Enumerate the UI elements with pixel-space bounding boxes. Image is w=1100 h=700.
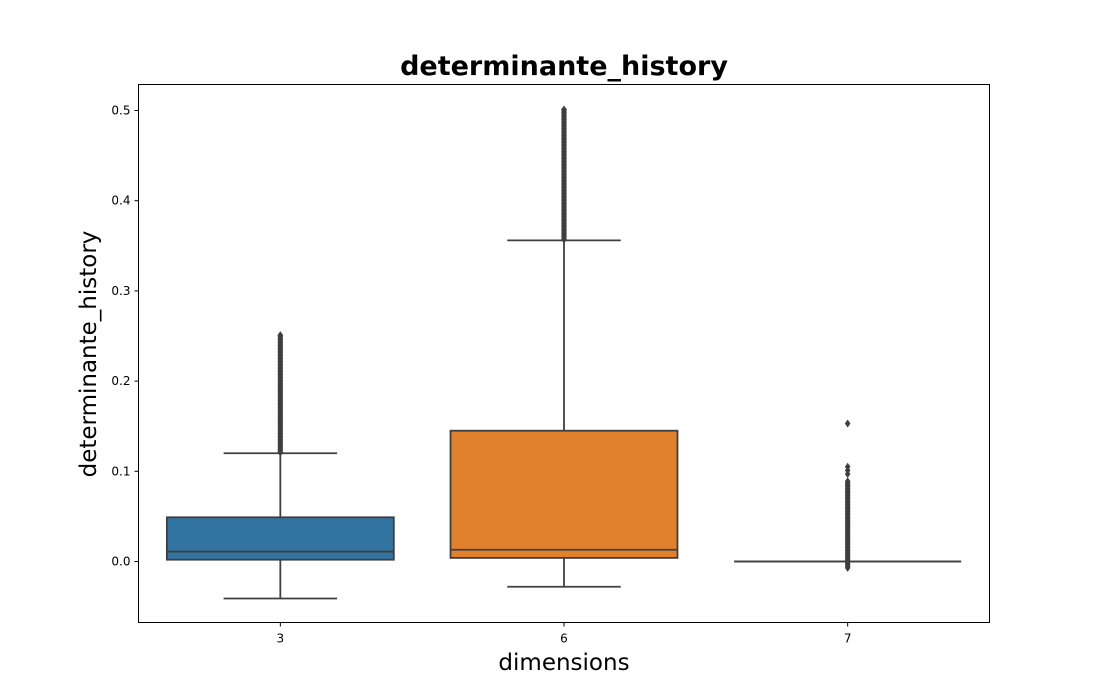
y-tick-label: 0.4 [111,194,130,208]
y-tick-label: 0.3 [111,284,130,298]
outlier-point [844,462,851,471]
boxes-layer [165,105,962,600]
y-axis-label: determinante_history [76,231,102,478]
box-group-3 [165,331,395,600]
x-axis-label: dimensions [498,650,629,676]
outlier-point [277,331,284,340]
box-group-7 [734,419,962,572]
y-tick-label: 0.0 [111,555,130,569]
x-axis: 3 6 7 [277,622,852,646]
x-tick-label: 6 [560,632,568,646]
x-tick-label: 7 [844,632,852,646]
y-tick-label: 0.5 [111,104,130,118]
box-group-6 [449,105,679,588]
x-tick-label: 3 [277,632,285,646]
y-axis: 0.0 0.1 0.2 0.3 0.4 0.5 [111,104,139,569]
outlier-point [561,105,567,114]
box-iqr [449,429,679,559]
y-tick-label: 0.2 [111,374,130,388]
box-iqr [165,516,395,561]
chart-title: determinante_history [400,51,728,82]
y-tick-label: 0.1 [111,464,130,478]
outlier-point [844,419,851,428]
outlier-point [844,477,851,486]
